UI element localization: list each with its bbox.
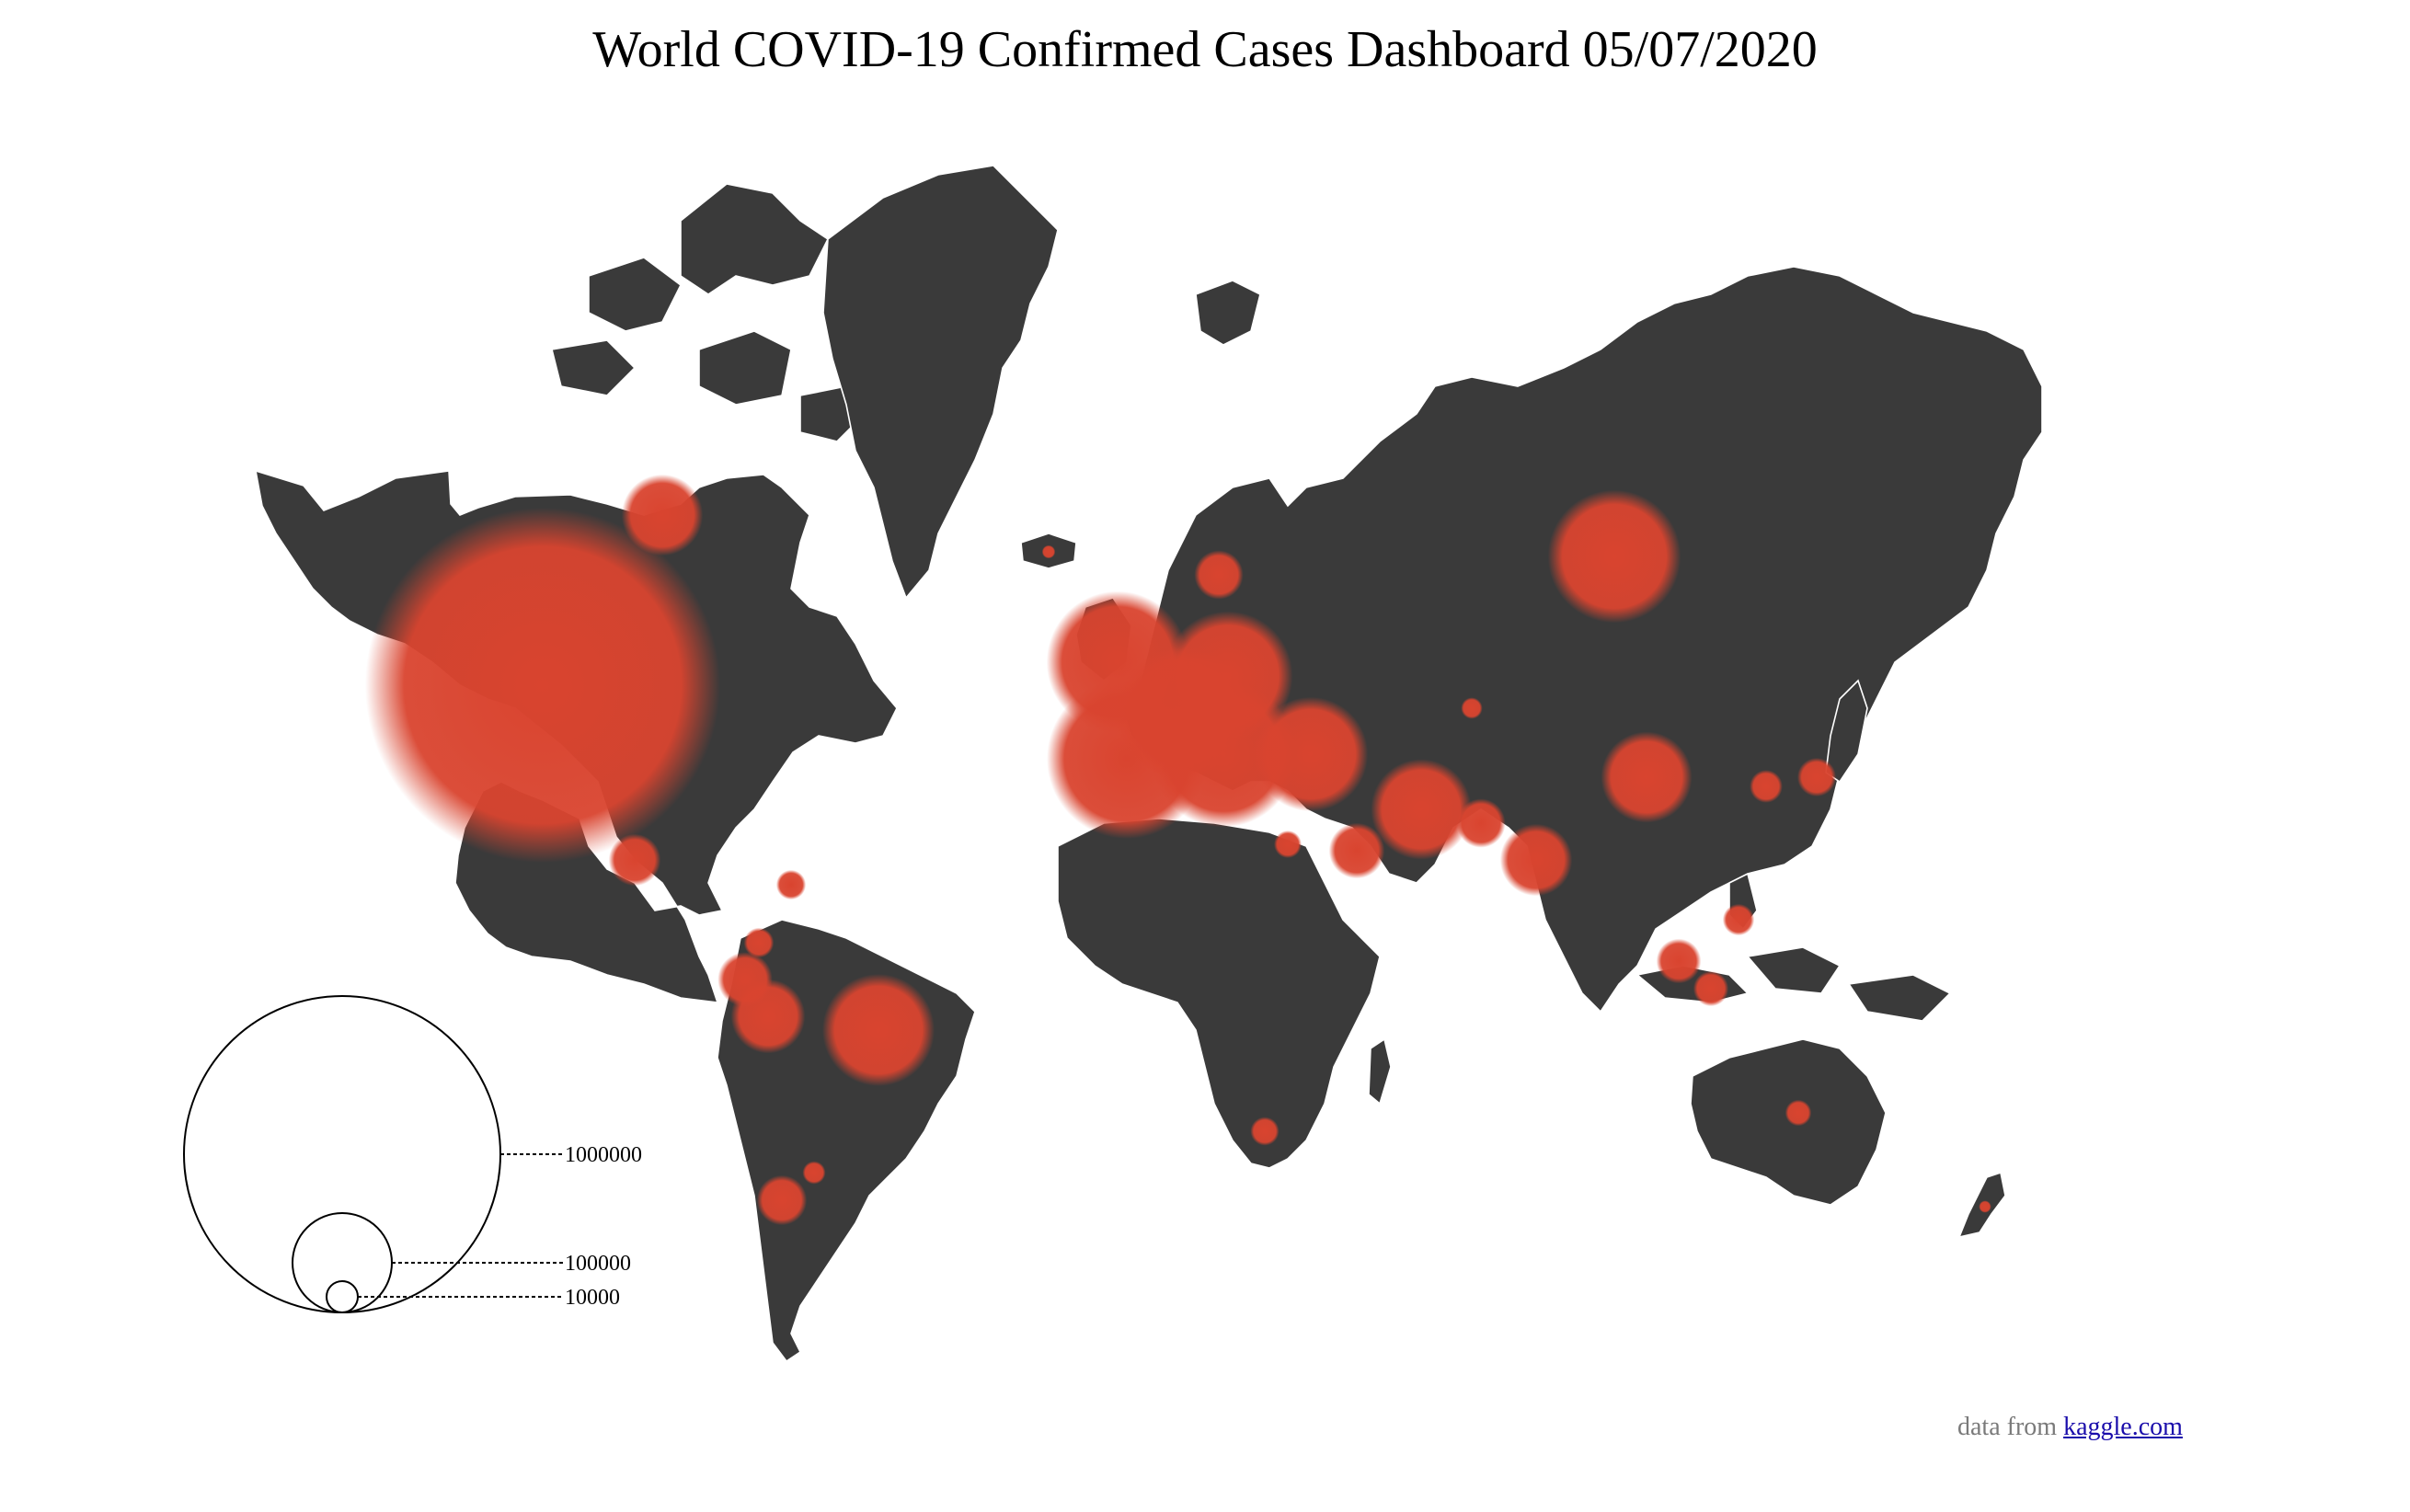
legend-circle-10000	[326, 1280, 359, 1313]
bubble-argentina	[802, 1161, 826, 1185]
bubble-russia	[1547, 489, 1681, 624]
bubble-philippines	[1722, 903, 1755, 936]
arctic-islands	[551, 183, 866, 442]
bubble-us	[364, 507, 721, 864]
bubble-mexico	[608, 833, 661, 887]
kaggle-link[interactable]: kaggle.com	[2063, 1413, 2183, 1441]
bubble-korea	[1750, 770, 1783, 803]
bubble-new-zealand	[1979, 1200, 1991, 1213]
australia-landmass	[1690, 1038, 1887, 1206]
bubble-kazakhstan	[1461, 697, 1483, 719]
bubble-germany	[1163, 611, 1293, 741]
bubble-dominican-republic	[775, 869, 807, 900]
case-bubbles	[364, 474, 1991, 1226]
bubble-canada	[621, 474, 704, 556]
bubble-indonesia	[1693, 970, 1729, 1007]
bubble-south-africa	[1250, 1117, 1280, 1146]
bubble-pakistan	[1456, 798, 1506, 848]
page-title: World COVID-19 Confirmed Cases Dashboard…	[592, 21, 1818, 78]
bubble-brazil	[821, 973, 935, 1087]
bubble-ecuador	[717, 952, 773, 1007]
legend-label-100000: 100000	[565, 1252, 631, 1276]
bubble-chile	[756, 1174, 808, 1226]
bubble-iran	[1371, 759, 1472, 860]
greenland-landmass	[822, 165, 1059, 600]
bubble-colombia	[743, 927, 775, 958]
japan-landmass	[1825, 679, 1868, 784]
legend-circle-100000	[292, 1212, 393, 1313]
madagascar-landmass	[1368, 1037, 1392, 1105]
bubble-turkey	[1253, 696, 1369, 812]
legend-label-1000000: 1000000	[565, 1143, 642, 1167]
svalbard-landmass	[1195, 280, 1261, 346]
africa-landmass	[1057, 818, 1381, 1169]
bubble-australia	[1785, 1099, 1812, 1127]
data-credit: data from kaggle.com	[1957, 1413, 2183, 1442]
legend-circle-1000000	[183, 995, 501, 1313]
bubble-egypt	[1274, 830, 1302, 858]
credit-prefix: data from	[1957, 1413, 2064, 1441]
legend-label-10000: 10000	[565, 1286, 620, 1310]
bubble-saudi-arabia	[1328, 822, 1385, 879]
size-legend: 1000000 100000 10000	[183, 995, 642, 1313]
bubble-india	[1499, 823, 1573, 897]
bubble-china	[1601, 731, 1693, 823]
bubble-iceland	[1041, 544, 1056, 559]
bubble-singapore	[1656, 938, 1702, 984]
bubble-japan	[1796, 757, 1837, 797]
bubble-sweden	[1194, 550, 1244, 600]
